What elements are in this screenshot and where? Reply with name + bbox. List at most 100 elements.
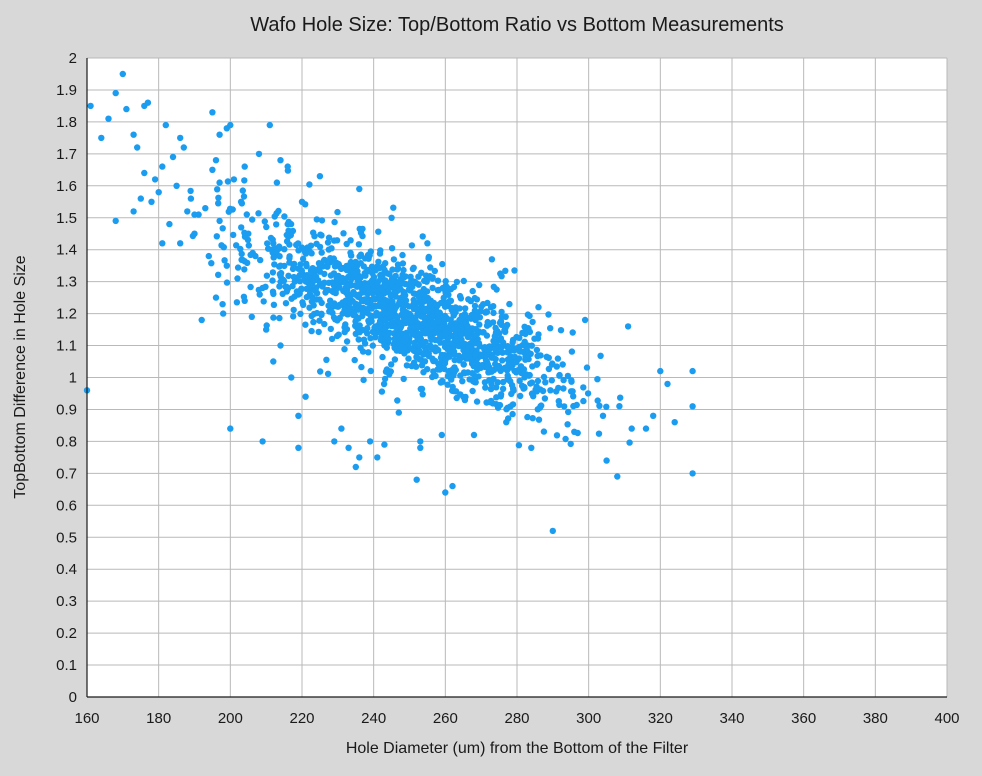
data-point bbox=[547, 325, 554, 332]
x-tick-label: 300 bbox=[576, 710, 601, 727]
data-point bbox=[312, 273, 320, 280]
data-point bbox=[421, 344, 429, 351]
data-point bbox=[465, 353, 473, 360]
data-point bbox=[333, 237, 341, 244]
data-point bbox=[307, 242, 315, 249]
data-point bbox=[388, 214, 395, 221]
data-point bbox=[557, 327, 565, 334]
y-tick-label: 1.1 bbox=[56, 338, 77, 355]
data-point bbox=[216, 217, 223, 225]
data-point bbox=[417, 438, 424, 445]
data-point bbox=[562, 435, 569, 443]
y-tick-label: 1.9 bbox=[56, 82, 77, 99]
data-point bbox=[299, 255, 307, 263]
data-point bbox=[273, 179, 281, 186]
data-point bbox=[534, 360, 541, 367]
data-point bbox=[476, 321, 483, 328]
data-point bbox=[570, 393, 577, 400]
data-point bbox=[389, 276, 396, 283]
data-point bbox=[457, 391, 464, 398]
y-tick-label: 0.8 bbox=[56, 433, 77, 450]
data-point bbox=[380, 380, 388, 388]
data-point bbox=[261, 218, 268, 225]
data-point bbox=[218, 242, 225, 249]
data-point bbox=[112, 89, 119, 97]
data-point bbox=[530, 393, 537, 400]
x-tick-label: 180 bbox=[146, 710, 171, 727]
data-point bbox=[446, 297, 453, 304]
data-point bbox=[318, 310, 325, 317]
data-point bbox=[365, 349, 372, 356]
data-point bbox=[216, 131, 223, 138]
axes bbox=[86, 58, 947, 698]
data-point bbox=[252, 252, 259, 260]
data-point bbox=[249, 216, 256, 223]
data-point bbox=[351, 356, 358, 364]
data-point bbox=[450, 309, 457, 316]
data-point bbox=[413, 476, 420, 483]
data-point bbox=[295, 444, 302, 451]
data-point bbox=[529, 363, 536, 370]
data-point bbox=[334, 303, 342, 310]
data-point bbox=[549, 527, 556, 535]
data-point bbox=[367, 335, 374, 342]
data-point bbox=[317, 231, 324, 238]
data-point bbox=[290, 313, 297, 320]
data-point bbox=[350, 311, 357, 319]
data-point bbox=[298, 286, 305, 293]
data-point bbox=[216, 179, 223, 186]
data-point bbox=[223, 262, 230, 269]
data-point bbox=[564, 372, 572, 380]
x-tick-label: 160 bbox=[74, 710, 99, 727]
y-tick-label: 0 bbox=[69, 689, 77, 706]
x-tick-label: 280 bbox=[504, 710, 529, 727]
data-point bbox=[509, 410, 516, 418]
data-point bbox=[331, 218, 338, 226]
data-point bbox=[594, 376, 601, 383]
y-tick-label: 1.4 bbox=[56, 242, 77, 259]
data-point bbox=[341, 306, 348, 314]
data-point bbox=[386, 368, 394, 375]
data-point bbox=[426, 273, 434, 280]
data-point bbox=[316, 268, 324, 275]
data-point bbox=[306, 181, 313, 188]
data-point bbox=[297, 310, 304, 317]
data-point bbox=[553, 432, 561, 439]
data-point bbox=[459, 313, 466, 320]
y-tick-label: 1 bbox=[69, 370, 77, 387]
data-point bbox=[288, 374, 295, 381]
x-tick-label: 260 bbox=[433, 710, 458, 727]
data-point bbox=[541, 395, 549, 402]
data-point bbox=[534, 352, 541, 360]
data-point bbox=[490, 309, 497, 317]
data-point bbox=[527, 380, 534, 387]
data-point bbox=[237, 245, 244, 253]
data-point bbox=[535, 304, 542, 311]
data-point bbox=[243, 211, 250, 218]
data-point bbox=[308, 312, 315, 320]
data-point bbox=[439, 284, 446, 292]
data-point bbox=[288, 295, 295, 302]
data-point bbox=[465, 329, 472, 336]
data-point bbox=[458, 340, 465, 347]
data-point bbox=[286, 253, 293, 260]
data-point bbox=[386, 322, 394, 329]
data-point bbox=[471, 294, 478, 302]
data-point bbox=[381, 441, 388, 448]
data-point bbox=[456, 292, 464, 300]
data-point bbox=[426, 342, 434, 350]
data-point bbox=[594, 397, 601, 404]
x-tick-label: 400 bbox=[934, 710, 959, 727]
data-point bbox=[442, 316, 450, 323]
data-point bbox=[162, 121, 169, 129]
data-point bbox=[233, 242, 240, 249]
data-point bbox=[296, 278, 304, 285]
data-point bbox=[432, 372, 439, 380]
data-point bbox=[474, 361, 482, 368]
data-point bbox=[425, 350, 432, 357]
data-point bbox=[380, 325, 388, 333]
data-point bbox=[494, 404, 502, 411]
data-point bbox=[503, 419, 510, 426]
data-point bbox=[359, 309, 367, 317]
data-point bbox=[269, 269, 277, 276]
